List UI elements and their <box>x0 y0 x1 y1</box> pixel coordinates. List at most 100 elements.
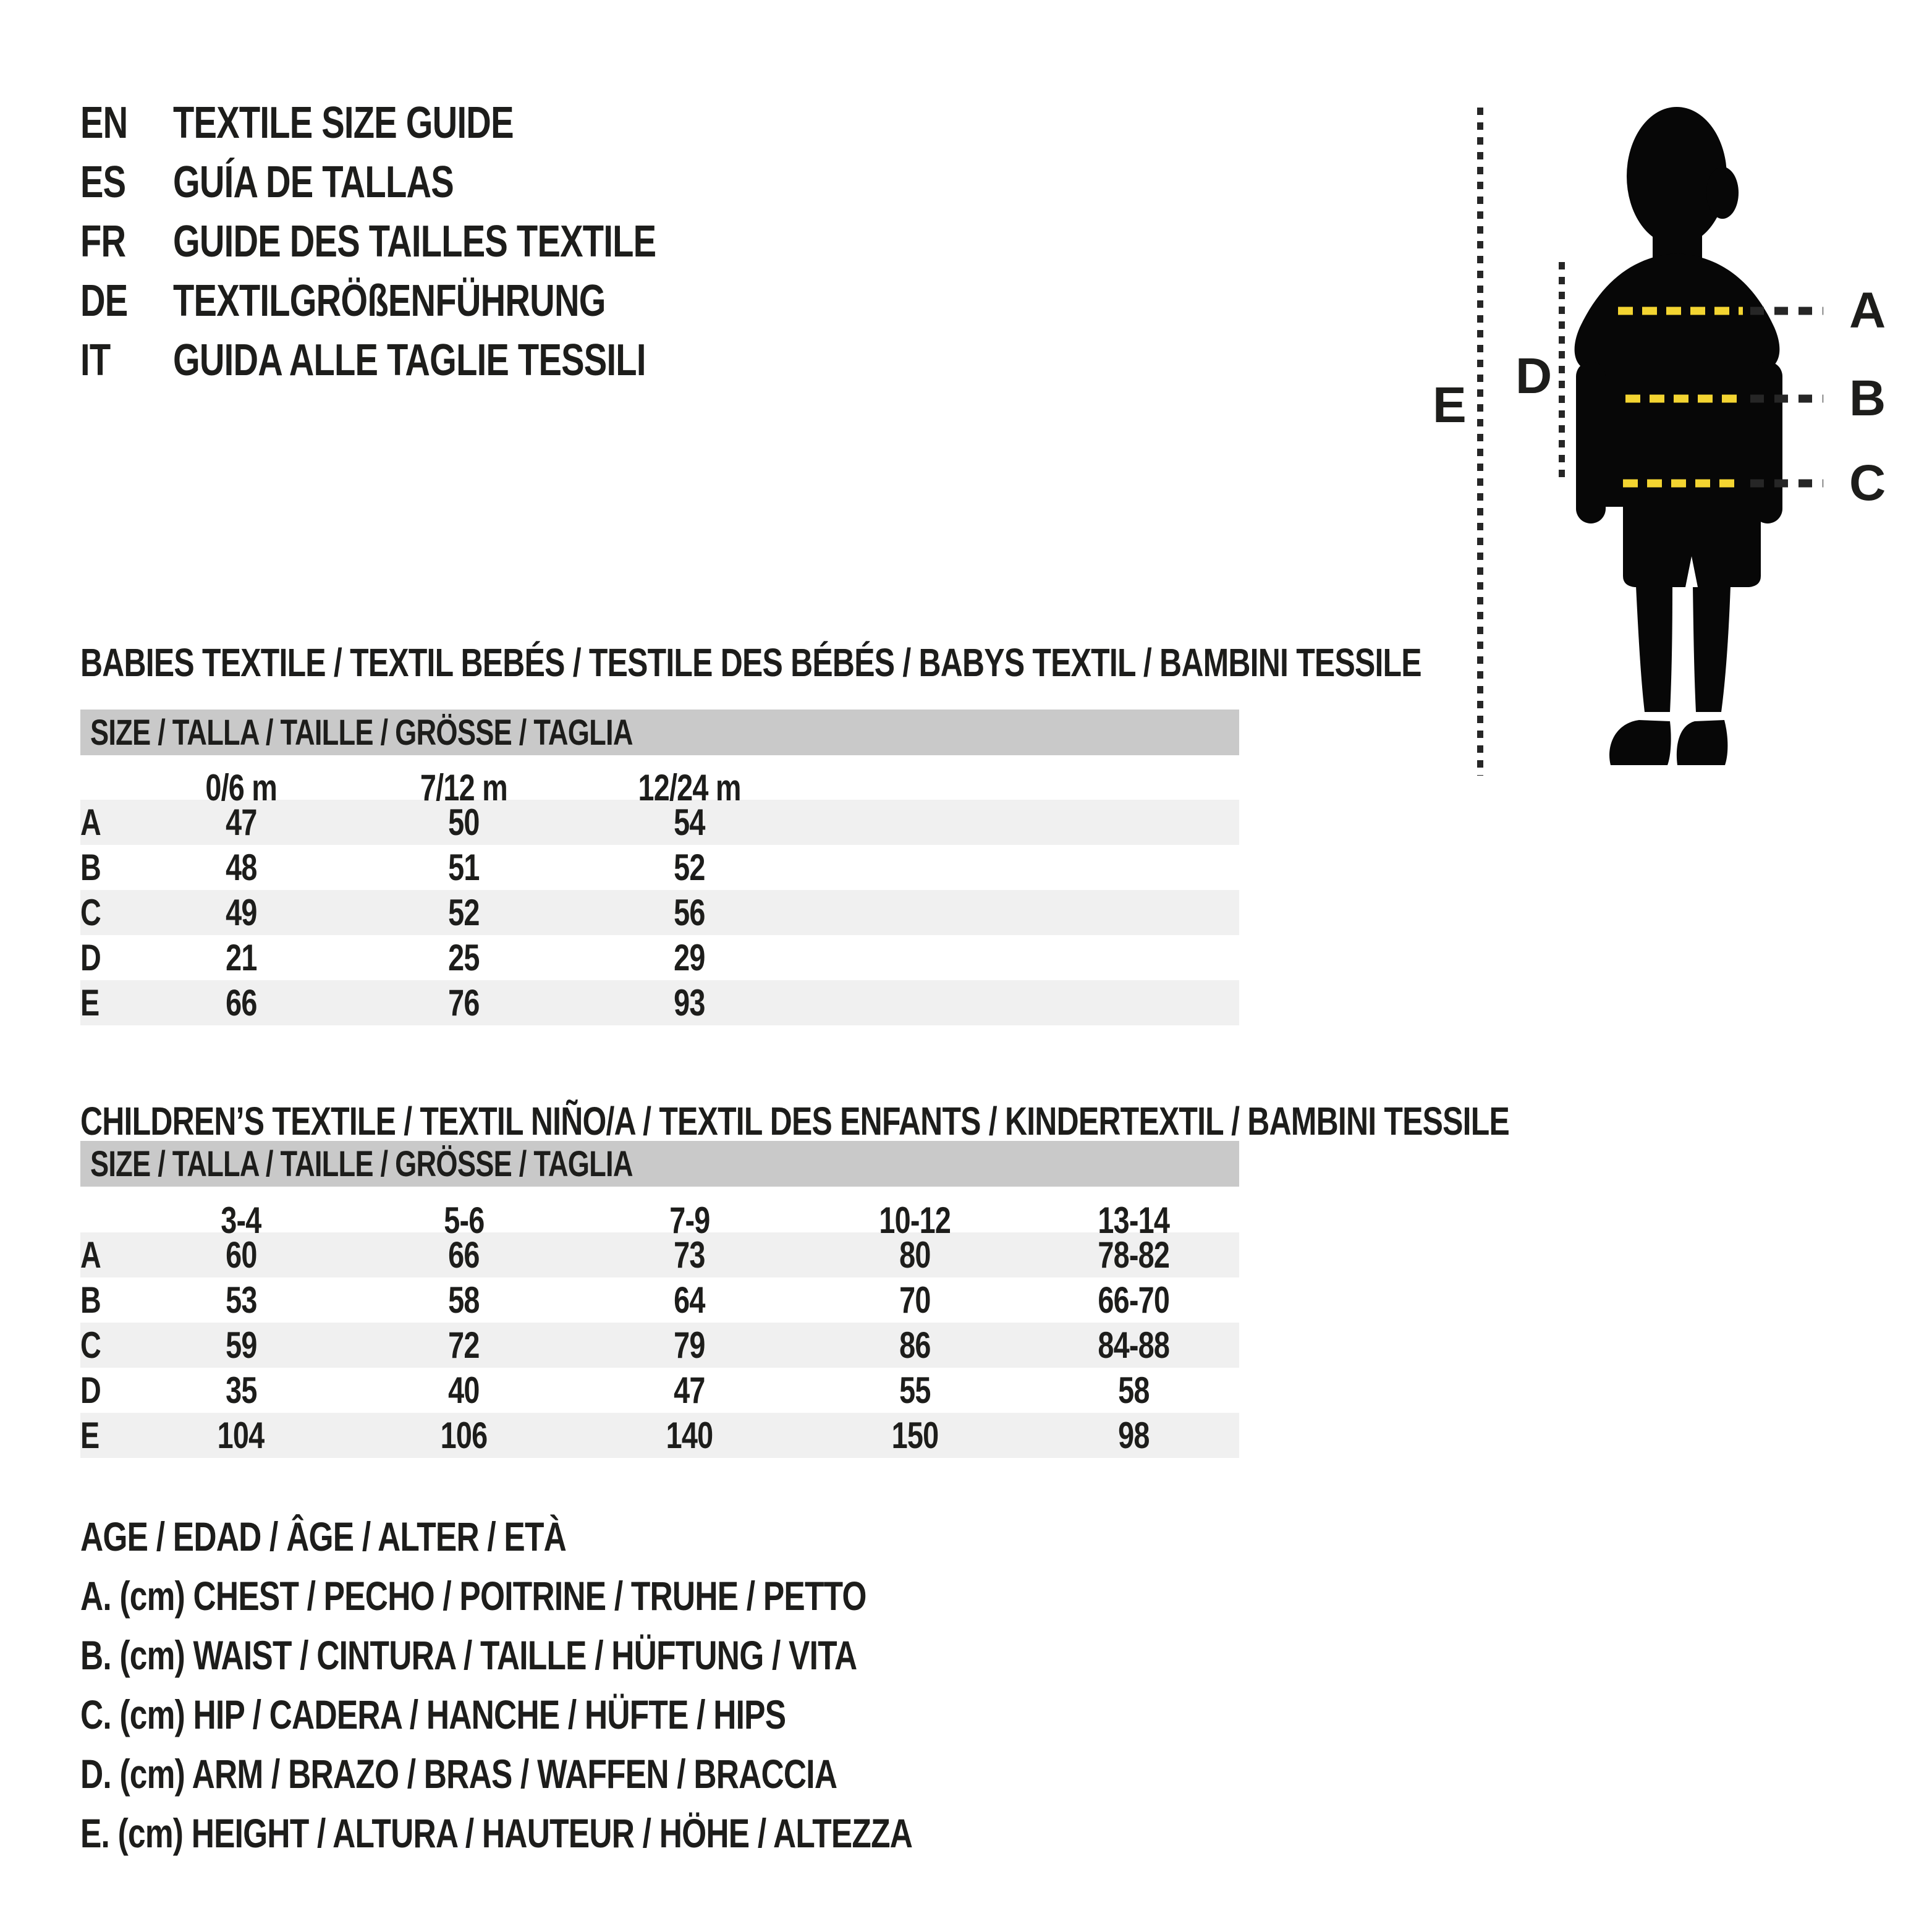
lang-title-de: TEXTILGRÖßENFÜHRUNG <box>173 276 606 326</box>
cell: 47 <box>225 802 257 843</box>
children-row-c: C 59 72 79 86 84-88 <box>80 1323 1239 1368</box>
cell: 79 <box>674 1324 705 1366</box>
lang-title-es: GUÍA DE TALLAS <box>173 158 454 207</box>
cell: 66 <box>225 982 257 1023</box>
legend-age: AGE / EDAD / ÂGE / ALTER / ETÀ <box>80 1514 567 1559</box>
lang-code-en: EN <box>80 98 128 148</box>
lang-code-es: ES <box>80 158 126 207</box>
row-label: C <box>80 892 101 933</box>
cell: 58 <box>1117 1370 1150 1411</box>
cell: 104 <box>218 1415 265 1456</box>
lang-row-es: ES GUÍA DE TALLAS <box>80 158 533 207</box>
cell: 51 <box>448 847 480 888</box>
children-row-b: B 53 58 64 70 66-70 <box>80 1277 1239 1323</box>
lang-code-it: IT <box>80 336 111 385</box>
cell: 59 <box>225 1324 257 1366</box>
children-col-2: 7-9 <box>669 1200 710 1241</box>
babies-row-d: D 21 25 29 <box>80 935 1239 980</box>
cell: 35 <box>225 1370 257 1411</box>
children-table-header-row: 3-4 5-6 7-9 10-12 13-14 <box>80 1199 1239 1241</box>
row-label: A <box>80 1234 101 1276</box>
legend-arm: D. (cm) ARM / BRAZO / BRAS / WAFFEN / BR… <box>80 1751 837 1797</box>
cell: 140 <box>666 1415 714 1456</box>
row-label: B <box>80 1279 101 1321</box>
cell: 84-88 <box>1098 1324 1170 1366</box>
babies-col-0: 0/6 m <box>205 767 278 808</box>
cell: 53 <box>225 1279 257 1321</box>
babies-section-heading: BABIES TEXTILE / TEXTIL BEBÉS / TESTILE … <box>80 640 1422 685</box>
lang-row-it: IT GUIDA ALLE TAGLIE TESSILI <box>80 336 779 385</box>
children-table: 3-4 5-6 7-9 10-12 13-14 A 60 66 73 80 78… <box>80 1199 1239 1458</box>
figure-label-b: B <box>1849 370 1886 426</box>
legend-chest: A. (cm) CHEST / PECHO / POITRINE / TRUHE… <box>80 1573 866 1619</box>
cell: 73 <box>674 1234 705 1276</box>
cell: 55 <box>899 1370 931 1411</box>
row-label: D <box>80 937 101 978</box>
babies-row-b: B 48 51 52 <box>80 845 1239 890</box>
cell: 50 <box>448 802 480 843</box>
row-label: D <box>80 1370 101 1411</box>
lang-code-fr: FR <box>80 217 126 266</box>
cell: 78-82 <box>1098 1234 1170 1276</box>
row-label: E <box>80 982 100 1023</box>
figure-label-d: D <box>1515 348 1552 404</box>
babies-table-header-row: 0/6 m 7/12 m 12/24 m <box>80 766 1239 808</box>
children-section-heading: CHILDREN’S TEXTILE / TEXTIL NIÑO/A / TEX… <box>80 1099 1510 1143</box>
legend-waist: B. (cm) WAIST / CINTURA / TAILLE / HÜFTU… <box>80 1632 857 1678</box>
row-label: E <box>80 1415 100 1456</box>
lang-row-fr: FR GUIDE DES TAILLES TEXTILE <box>80 217 792 266</box>
cell: 21 <box>225 937 257 978</box>
children-col-1: 5-6 <box>443 1200 485 1241</box>
cell: 64 <box>674 1279 705 1321</box>
cell: 58 <box>448 1279 480 1321</box>
babies-col-2: 12/24 m <box>638 767 741 808</box>
legend-hip: C. (cm) HIP / CADERA / HANCHE / HÜFTE / … <box>80 1692 786 1737</box>
legend-height: E. (cm) HEIGHT / ALTURA / HAUTEUR / HÖHE… <box>80 1810 913 1856</box>
cell: 106 <box>440 1415 488 1456</box>
cell: 72 <box>448 1324 480 1366</box>
lang-title-en: TEXTILE SIZE GUIDE <box>173 98 514 148</box>
babies-row-e: E 66 76 93 <box>80 980 1239 1025</box>
cell: 49 <box>225 892 257 933</box>
cell: 70 <box>899 1279 931 1321</box>
figure-label-e: E <box>1433 377 1467 433</box>
cell: 54 <box>674 802 705 843</box>
child-silhouette-figure: A B C D E <box>1433 107 1886 776</box>
babies-row-c: C 49 52 56 <box>80 890 1239 935</box>
row-label: B <box>80 847 101 888</box>
children-row-e: E 104 106 140 150 98 <box>80 1413 1239 1458</box>
babies-row-a: A 47 50 54 <box>80 800 1239 845</box>
cell: 98 <box>1117 1415 1150 1456</box>
lang-row-en: EN TEXTILE SIZE GUIDE <box>80 98 609 148</box>
cell: 40 <box>448 1370 480 1411</box>
children-col-4: 13-14 <box>1098 1200 1170 1241</box>
children-size-header-bar: SIZE / TALLA / TAILLE / GRÖSSE / TAGLIA <box>80 1141 1239 1187</box>
cell: 66-70 <box>1098 1279 1170 1321</box>
lang-title-it: GUIDA ALLE TAGLIE TESSILI <box>173 336 646 385</box>
figure-label-a: A <box>1849 282 1886 339</box>
lang-title-fr: GUIDE DES TAILLES TEXTILE <box>173 217 656 266</box>
lang-row-de: DE TEXTILGRÖßENFÜHRUNG <box>80 276 727 326</box>
cell: 47 <box>674 1370 705 1411</box>
cell: 52 <box>674 847 705 888</box>
cell: 76 <box>448 982 480 1023</box>
babies-size-header-bar: SIZE / TALLA / TAILLE / GRÖSSE / TAGLIA <box>80 710 1239 755</box>
cell: 66 <box>448 1234 480 1276</box>
cell: 60 <box>225 1234 257 1276</box>
figure-label-c: C <box>1849 455 1886 511</box>
cell: 56 <box>674 892 705 933</box>
cell: 48 <box>225 847 257 888</box>
cell: 150 <box>891 1415 939 1456</box>
children-row-a: A 60 66 73 80 78-82 <box>80 1232 1239 1277</box>
cell: 25 <box>448 937 480 978</box>
cell: 93 <box>674 982 705 1023</box>
lang-code-de: DE <box>80 276 128 326</box>
children-col-0: 3-4 <box>221 1200 261 1241</box>
cell: 80 <box>899 1234 931 1276</box>
babies-table: 0/6 m 7/12 m 12/24 m A 47 50 54 B 48 51 … <box>80 766 1239 1025</box>
row-label: A <box>80 802 101 843</box>
cell: 52 <box>448 892 480 933</box>
children-col-3: 10-12 <box>879 1200 952 1241</box>
cell: 86 <box>899 1324 931 1366</box>
